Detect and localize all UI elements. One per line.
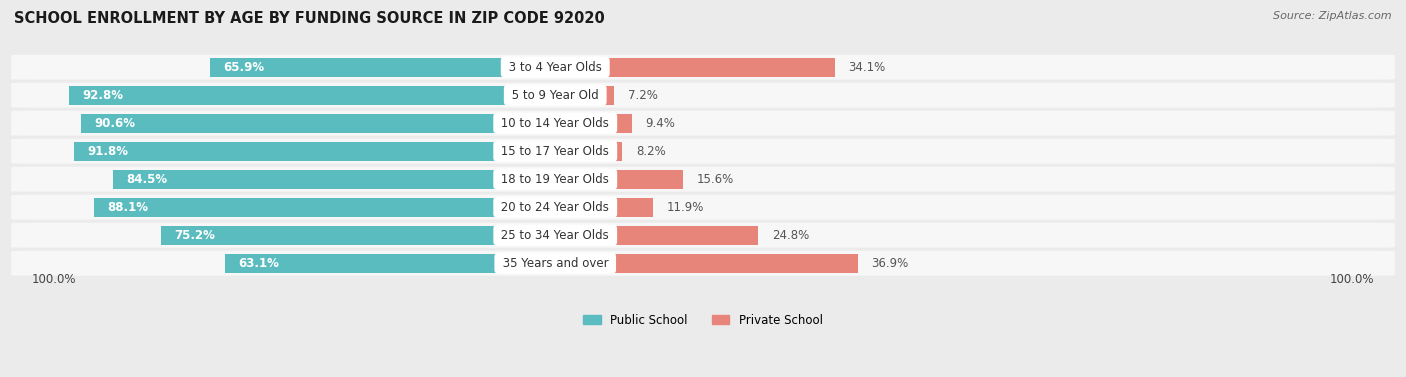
Bar: [69, 86, 555, 105]
FancyBboxPatch shape: [11, 83, 1395, 107]
Bar: [555, 58, 835, 77]
Bar: [555, 254, 858, 273]
FancyBboxPatch shape: [11, 223, 1395, 248]
Text: 8.2%: 8.2%: [636, 145, 665, 158]
Text: 100.0%: 100.0%: [31, 273, 76, 286]
Text: 36.9%: 36.9%: [872, 257, 908, 270]
Bar: [555, 142, 623, 161]
Bar: [209, 58, 555, 77]
Text: 3 to 4 Year Olds: 3 to 4 Year Olds: [505, 61, 606, 74]
Text: 75.2%: 75.2%: [174, 229, 215, 242]
Text: 11.9%: 11.9%: [666, 201, 703, 214]
Text: 88.1%: 88.1%: [107, 201, 148, 214]
Bar: [555, 86, 614, 105]
Bar: [555, 226, 758, 245]
Text: 34.1%: 34.1%: [848, 61, 886, 74]
Text: 100.0%: 100.0%: [1330, 273, 1375, 286]
Text: 9.4%: 9.4%: [645, 116, 675, 130]
Text: 92.8%: 92.8%: [83, 89, 124, 102]
Bar: [112, 170, 555, 189]
Text: 91.8%: 91.8%: [87, 145, 129, 158]
Text: 7.2%: 7.2%: [627, 89, 658, 102]
FancyBboxPatch shape: [11, 111, 1395, 136]
Bar: [225, 254, 555, 273]
Text: 24.8%: 24.8%: [772, 229, 808, 242]
Text: 15 to 17 Year Olds: 15 to 17 Year Olds: [498, 145, 613, 158]
Bar: [162, 226, 555, 245]
Text: 5 to 9 Year Old: 5 to 9 Year Old: [508, 89, 603, 102]
FancyBboxPatch shape: [11, 55, 1395, 80]
Text: 35 Years and over: 35 Years and over: [499, 257, 612, 270]
FancyBboxPatch shape: [11, 167, 1395, 192]
Text: 84.5%: 84.5%: [127, 173, 167, 186]
Bar: [94, 198, 555, 217]
Bar: [80, 113, 555, 133]
Text: 15.6%: 15.6%: [696, 173, 734, 186]
Text: 90.6%: 90.6%: [94, 116, 135, 130]
Text: Source: ZipAtlas.com: Source: ZipAtlas.com: [1274, 11, 1392, 21]
FancyBboxPatch shape: [11, 139, 1395, 164]
Text: 18 to 19 Year Olds: 18 to 19 Year Olds: [498, 173, 613, 186]
Legend: Public School, Private School: Public School, Private School: [583, 314, 823, 326]
Bar: [555, 198, 652, 217]
FancyBboxPatch shape: [11, 195, 1395, 220]
Text: 63.1%: 63.1%: [238, 257, 278, 270]
Bar: [75, 142, 555, 161]
Text: 25 to 34 Year Olds: 25 to 34 Year Olds: [498, 229, 613, 242]
Bar: [555, 170, 683, 189]
Text: 10 to 14 Year Olds: 10 to 14 Year Olds: [498, 116, 613, 130]
FancyBboxPatch shape: [11, 251, 1395, 276]
Bar: [555, 113, 633, 133]
Text: SCHOOL ENROLLMENT BY AGE BY FUNDING SOURCE IN ZIP CODE 92020: SCHOOL ENROLLMENT BY AGE BY FUNDING SOUR…: [14, 11, 605, 26]
Text: 20 to 24 Year Olds: 20 to 24 Year Olds: [498, 201, 613, 214]
Text: 65.9%: 65.9%: [224, 61, 264, 74]
